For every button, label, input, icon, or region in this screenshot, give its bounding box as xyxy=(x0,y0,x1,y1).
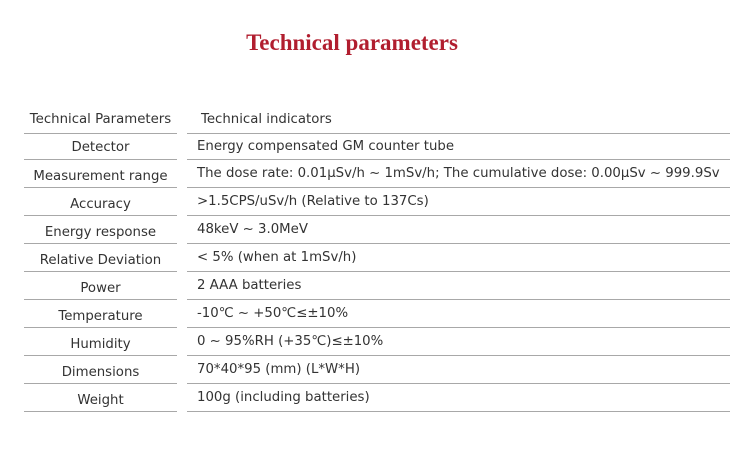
header-parameters: Technical Parameters xyxy=(24,106,177,134)
table-header-row: Technical Parameters Technical indicator… xyxy=(0,106,750,134)
table-row: Energy response 48keV ~ 3.0MeV xyxy=(0,216,750,244)
indicator-cell: 48keV ~ 3.0MeV xyxy=(187,216,730,244)
parameter-cell: Weight xyxy=(24,384,177,412)
indicator-cell: < 5% (when at 1mSv/h) xyxy=(187,244,730,272)
table-row: Measurement range The dose rate: 0.01μSv/… xyxy=(0,160,750,188)
table-row: Detector Energy compensated GM counter tu… xyxy=(0,134,750,160)
indicator-cell: -10℃ ~ +50℃≤±10% xyxy=(187,300,730,328)
parameter-cell: Temperature xyxy=(24,300,177,328)
parameter-cell: Relative Deviation xyxy=(24,244,177,272)
parameter-cell: Energy response xyxy=(24,216,177,244)
indicator-cell: 100g (including batteries) xyxy=(187,384,730,412)
table-row: Weight 100g (including batteries) xyxy=(0,384,750,412)
table-row: Power 2 AAA batteries xyxy=(0,272,750,300)
parameter-cell: Power xyxy=(24,272,177,300)
table-row: Accuracy >1.5CPS/uSv/h (Relative to 137Cs… xyxy=(0,188,750,216)
parameter-cell: Measurement range xyxy=(24,160,177,188)
table-row: Dimensions 70*40*95 (mm) (L*W*H) xyxy=(0,356,750,384)
table-row: Humidity 0 ~ 95%RH (+35℃)≤±10% xyxy=(0,328,750,356)
indicator-cell: Energy compensated GM counter tube xyxy=(187,134,730,160)
header-indicators: Technical indicators xyxy=(187,106,730,134)
indicator-cell: 2 AAA batteries xyxy=(187,272,730,300)
parameter-cell: Accuracy xyxy=(24,188,177,216)
page-title: Technical parameters xyxy=(246,30,458,55)
parameter-cell: Humidity xyxy=(24,328,177,356)
indicator-cell: The dose rate: 0.01μSv/h ~ 1mSv/h; The c… xyxy=(187,160,730,188)
table-row: Temperature -10℃ ~ +50℃≤±10% xyxy=(0,300,750,328)
parameter-cell: Detector xyxy=(24,134,177,160)
indicator-cell: 0 ~ 95%RH (+35℃)≤±10% xyxy=(187,328,730,356)
indicator-cell: >1.5CPS/uSv/h (Relative to 137Cs) xyxy=(187,188,730,216)
parameter-cell: Dimensions xyxy=(24,356,177,384)
indicator-cell: 70*40*95 (mm) (L*W*H) xyxy=(187,356,730,384)
table-row: Relative Deviation < 5% (when at 1mSv/h) xyxy=(0,244,750,272)
